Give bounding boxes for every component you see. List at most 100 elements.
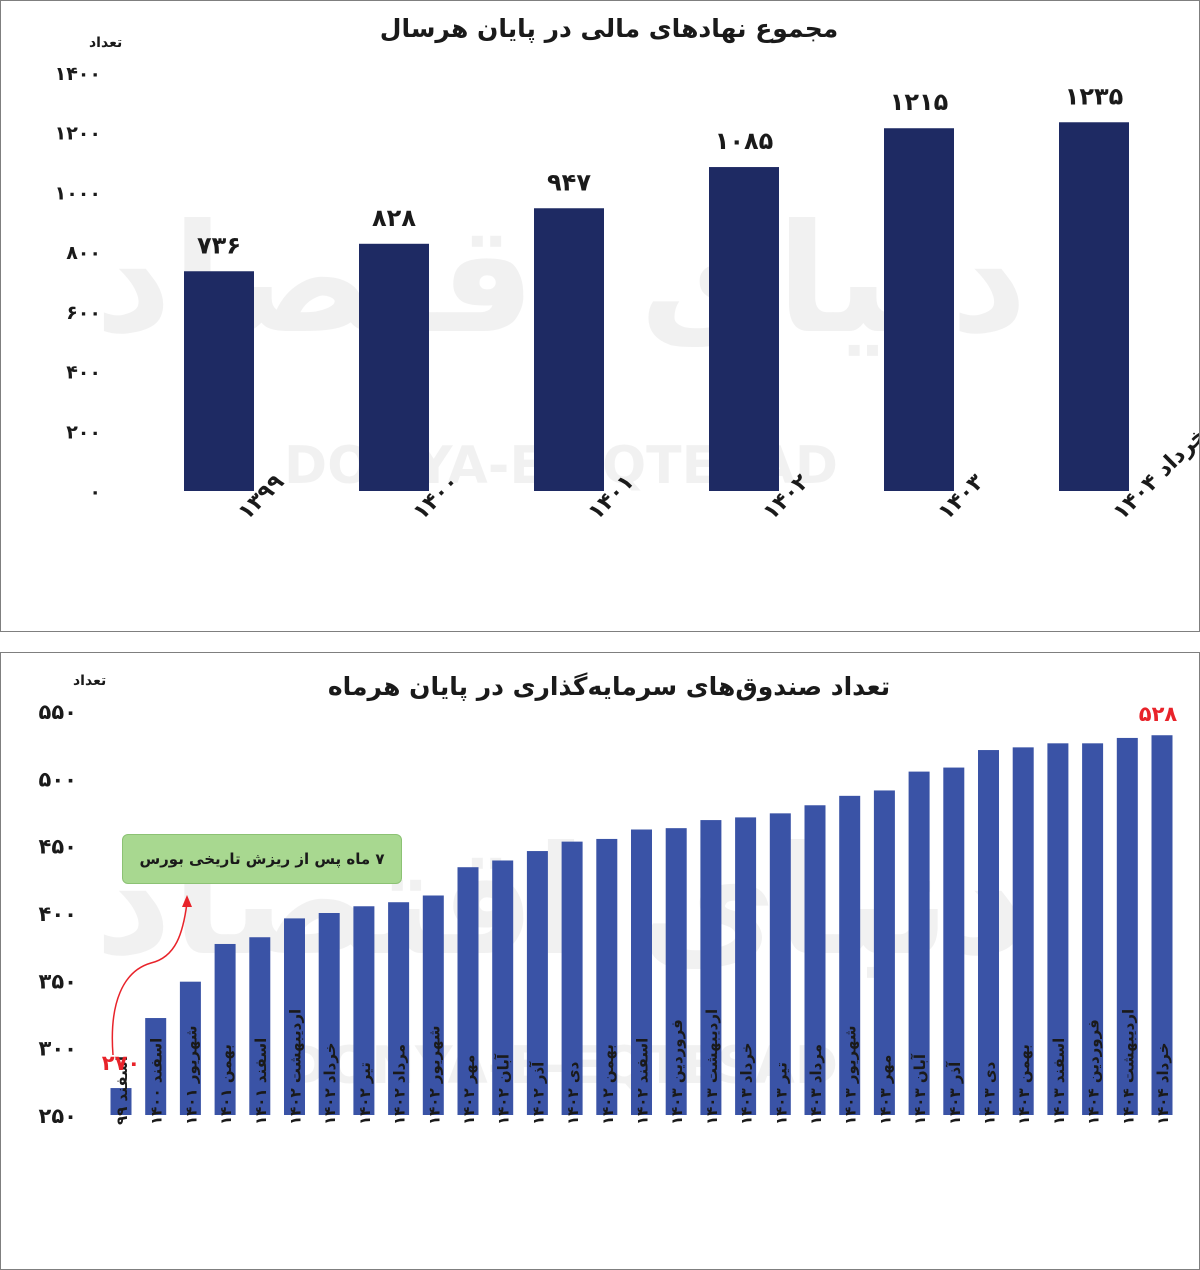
x-tick-label: اسفند ۹۹	[113, 1056, 131, 1125]
bar	[284, 918, 305, 1115]
y-tick-label: ۳۵۰	[39, 969, 77, 993]
x-tick-label: آبان ۱۴۰۲	[495, 1053, 513, 1125]
y-axis-label: تعداد	[73, 673, 106, 689]
monthly-chart: دنیای اقتصاد DONYA-E-EQTESAD تعداد صندوق…	[39, 672, 1178, 1128]
y-tick-label: ۵۰۰	[39, 767, 77, 791]
bar	[110, 1088, 132, 1115]
x-tick-label: مرداد ۱۴۰۳	[807, 1044, 825, 1125]
chart-title: تعداد صندوق‌های سرمایه‌گذاری در پایان هر…	[328, 672, 890, 702]
x-tick-label: اردیبهشت ۱۴۰۳	[703, 1009, 721, 1125]
y-tick-label: ۸۰۰	[66, 242, 101, 264]
bar-value-label: ۱۲۳۵	[1065, 82, 1124, 110]
x-tick-label: اسفند ۱۴۰۱	[252, 1038, 270, 1125]
y-tick-label: ۱۴۰۰	[55, 63, 101, 85]
bar	[561, 841, 583, 1115]
x-tick-label: اردیبهشت ۱۴۰۴	[1119, 1009, 1137, 1125]
y-tick-label: ۳۰۰	[39, 1037, 77, 1061]
x-tick-label: آبان ۱۴۰۳	[911, 1053, 929, 1125]
x-tick-label: مهر ۱۴۰۲	[460, 1055, 478, 1125]
bar	[1059, 122, 1129, 491]
bar	[145, 1018, 167, 1115]
y-tick-label: ۰	[89, 481, 101, 503]
chart-panel-annual: دنیای اقتصاد DONYA-E-EQTESAD مجموع نهاده…	[0, 0, 1200, 632]
x-tick-label: اردیبهشت ۱۴۰۲	[287, 1009, 305, 1125]
x-tick-label: اسفند ۱۴۰۰	[148, 1038, 166, 1125]
bar	[214, 943, 236, 1115]
chart-title: مجموع نهادهای مالی در پایان هرسال	[380, 14, 838, 44]
y-tick-label: ۱۰۰۰	[55, 182, 101, 204]
x-tick-label: خرداد ۱۴۰۲	[321, 1042, 339, 1125]
bar	[353, 906, 375, 1115]
y-tick-label: ۲۰۰	[66, 421, 101, 443]
bar	[709, 167, 779, 492]
bar	[631, 829, 652, 1115]
bar	[943, 767, 965, 1115]
bar-value-label: ۱۰۸۵	[715, 127, 774, 155]
bar	[179, 981, 201, 1115]
x-tick-label: اسفند ۱۴۰۲	[634, 1038, 652, 1125]
x-tick-label: بهمن ۱۴۰۳	[1015, 1044, 1033, 1125]
bars	[184, 122, 1129, 492]
bar	[422, 895, 444, 1115]
x-tick-label: بهمن ۱۴۰۱	[217, 1044, 235, 1125]
bar	[1082, 743, 1104, 1115]
y-axis: ۰ ۲۰۰ ۴۰۰ ۶۰۰ ۸۰۰ ۱۰۰۰ ۱۲۰۰ ۱۴۰۰	[55, 63, 101, 503]
x-tick-label: فروردین ۱۴۰۴	[1085, 1019, 1103, 1125]
x-tick-label: فروردین ۱۴۰۳	[668, 1019, 686, 1125]
bar-value-label: ۷۳۶	[197, 231, 241, 259]
y-tick-label: ۴۵۰	[39, 835, 77, 859]
bar	[884, 128, 954, 491]
bar	[318, 913, 340, 1115]
last-value-label: ۵۲۸	[1139, 702, 1178, 726]
y-tick-label: ۵۵۰	[39, 700, 77, 724]
bar	[457, 867, 479, 1115]
bar	[249, 937, 271, 1115]
y-tick-label: ۴۰۰	[66, 362, 101, 384]
x-axis: اسفند ۹۹ اسفند ۱۴۰۰ شهریور ۱۴۰۱ بهمن ۱۴۰۱ اس…	[113, 1009, 1172, 1125]
x-tick-label: دی ۱۴۰۳	[981, 1061, 999, 1125]
x-tick-label: دی ۱۴۰۲	[564, 1061, 582, 1125]
y-tick-label: ۶۰۰	[66, 302, 101, 324]
bar	[388, 902, 410, 1115]
x-tick-label: تیر ۱۴۰۳	[772, 1062, 790, 1125]
bar	[665, 828, 687, 1115]
bar	[1047, 743, 1069, 1115]
x-tick-label: خرداد ۱۴۰۳	[738, 1042, 756, 1125]
value-labels: ۷۳۶ ۸۲۸ ۹۴۷ ۱۰۸۵ ۱۲۱۵ ۱۲۳۵	[197, 82, 1123, 259]
bar	[978, 750, 999, 1115]
bar	[359, 243, 429, 491]
bar-value-label: ۱۲۱۵	[890, 88, 949, 116]
bar-value-label: ۹۴۷	[547, 168, 591, 196]
x-tick-label: شهریور ۱۴۰۳	[842, 1025, 860, 1125]
x-tick-label: اسفند ۱۴۰۳	[1050, 1038, 1068, 1125]
y-axis-label: تعداد	[89, 35, 122, 51]
bar	[492, 860, 514, 1115]
bar	[839, 795, 861, 1115]
y-tick-label: ۱۲۰۰	[55, 123, 101, 145]
bar	[534, 208, 604, 491]
chart-panel-monthly: دنیای اقتصاد DONYA-E-EQTESAD تعداد صندوق…	[0, 652, 1200, 1270]
y-tick-label: ۲۵۰	[39, 1104, 77, 1128]
bar	[1012, 747, 1034, 1115]
bars	[110, 735, 1173, 1115]
y-tick-label: ۴۰۰	[39, 902, 77, 926]
annual-chart: دنیای اقتصاد DONYA-E-EQTESAD مجموع نهاده…	[55, 14, 1199, 525]
bar	[1151, 735, 1173, 1115]
x-tick-label: شهریور ۱۴۰۱	[182, 1025, 200, 1125]
bar	[769, 813, 791, 1115]
x-tick-label: آذر ۱۴۰۲	[529, 1061, 547, 1125]
x-tick-label: تیر ۱۴۰۲	[356, 1062, 374, 1125]
bar	[596, 838, 618, 1115]
callout-arrow	[111, 902, 188, 1056]
x-tick-label: مهر ۱۴۰۳	[876, 1055, 894, 1125]
x-tick-label: بهمن ۱۴۰۲	[599, 1044, 617, 1125]
bar	[1116, 737, 1138, 1115]
callout-arrowhead	[182, 895, 192, 907]
bar-value-label: ۸۲۸	[372, 204, 416, 232]
bar	[700, 820, 722, 1115]
x-tick-label: شهریور ۱۴۰۲	[425, 1025, 443, 1125]
bar	[184, 271, 254, 491]
x-tick-label: آذر ۱۴۰۳	[946, 1061, 964, 1125]
bar	[735, 817, 757, 1115]
bar	[873, 790, 895, 1115]
